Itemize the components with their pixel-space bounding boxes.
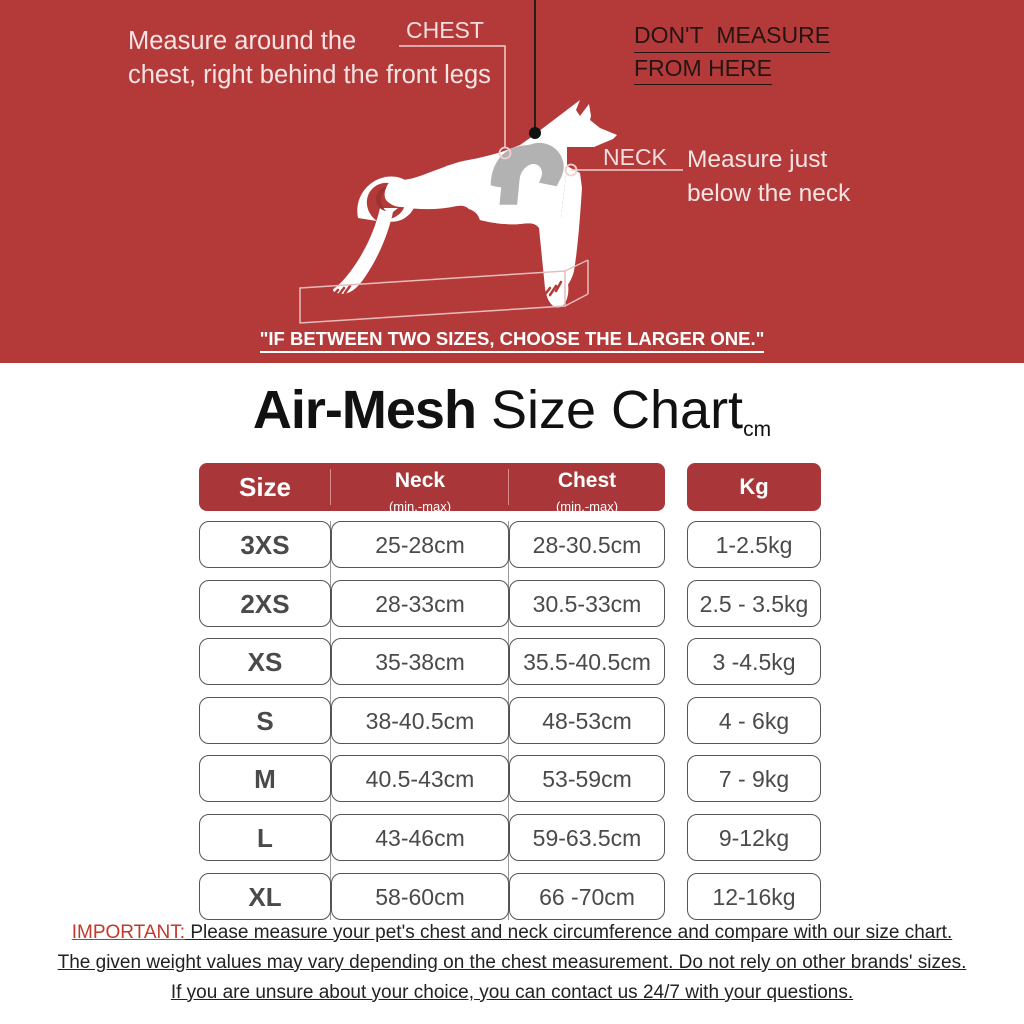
svg-text:NECK: NECK (603, 144, 668, 170)
